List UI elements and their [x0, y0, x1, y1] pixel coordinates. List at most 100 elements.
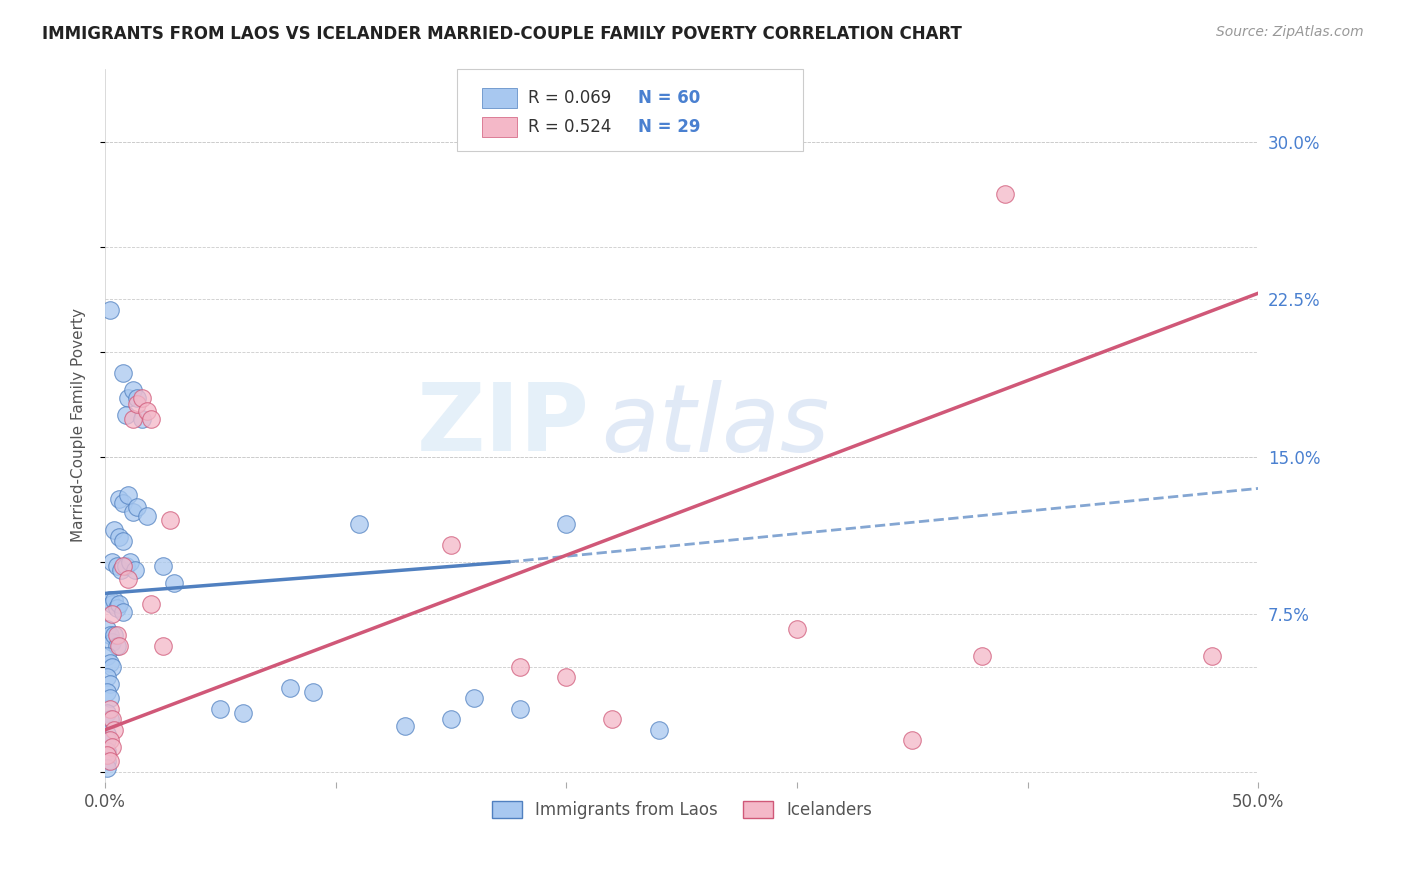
Point	[301, 685, 323, 699]
Point	[105, 639, 128, 653]
Point	[101, 660, 124, 674]
Text: N = 60: N = 60	[638, 89, 700, 107]
Point	[209, 702, 232, 716]
Point	[131, 412, 153, 426]
Point	[101, 634, 124, 648]
Point	[96, 744, 118, 758]
Point	[101, 739, 124, 754]
Point	[278, 681, 301, 695]
Point	[101, 555, 124, 569]
Point	[232, 706, 254, 720]
FancyBboxPatch shape	[482, 88, 517, 108]
Point	[117, 488, 139, 502]
Text: ZIP: ZIP	[416, 379, 589, 472]
Point	[96, 727, 118, 741]
Point	[135, 508, 157, 523]
Point	[994, 187, 1017, 202]
Point	[509, 660, 531, 674]
Point	[152, 639, 174, 653]
Point	[105, 628, 128, 642]
Point	[347, 517, 370, 532]
Point	[786, 622, 808, 636]
Point	[901, 733, 924, 747]
Point	[112, 533, 135, 548]
Text: atlas: atlas	[600, 380, 830, 471]
Point	[127, 391, 149, 405]
Text: N = 29: N = 29	[638, 118, 700, 136]
Point	[121, 383, 143, 397]
Point	[124, 563, 146, 577]
Text: R = 0.069: R = 0.069	[529, 89, 612, 107]
Point	[101, 597, 124, 611]
Point	[103, 723, 125, 737]
Point	[112, 496, 135, 510]
Point	[103, 592, 125, 607]
Point	[509, 702, 531, 716]
Point	[98, 755, 121, 769]
Point	[98, 676, 121, 690]
Point	[1201, 649, 1223, 664]
Point	[555, 670, 578, 684]
Point	[108, 491, 131, 506]
Point	[96, 761, 118, 775]
Point	[463, 691, 485, 706]
FancyBboxPatch shape	[457, 69, 803, 151]
Point	[103, 524, 125, 538]
Point	[112, 559, 135, 574]
Point	[602, 712, 624, 726]
Y-axis label: Married-Couple Family Poverty: Married-Couple Family Poverty	[72, 309, 86, 542]
Point	[112, 605, 135, 619]
Point	[108, 597, 131, 611]
Point	[96, 747, 118, 762]
Point	[96, 755, 118, 769]
Point	[110, 563, 132, 577]
Point	[103, 628, 125, 642]
Text: IMMIGRANTS FROM LAOS VS ICELANDER MARRIED-COUPLE FAMILY POVERTY CORRELATION CHAR: IMMIGRANTS FROM LAOS VS ICELANDER MARRIE…	[42, 25, 962, 43]
Point	[98, 628, 121, 642]
Point	[98, 302, 121, 317]
Point	[105, 601, 128, 615]
Point	[127, 397, 149, 411]
Point	[970, 649, 993, 664]
Point	[117, 391, 139, 405]
Text: Source: ZipAtlas.com: Source: ZipAtlas.com	[1216, 25, 1364, 39]
Point	[98, 712, 121, 726]
Point	[96, 649, 118, 664]
Point	[105, 559, 128, 574]
Point	[127, 500, 149, 515]
Point	[117, 572, 139, 586]
Point	[555, 517, 578, 532]
Point	[114, 559, 136, 574]
Point	[101, 607, 124, 622]
Point	[98, 656, 121, 670]
Point	[159, 513, 181, 527]
Point	[98, 592, 121, 607]
Legend: Immigrants from Laos, Icelanders: Immigrants from Laos, Icelanders	[485, 794, 879, 825]
Point	[96, 670, 118, 684]
Point	[139, 412, 162, 426]
Point	[440, 712, 463, 726]
Point	[96, 622, 118, 636]
Point	[98, 733, 121, 747]
Point	[394, 719, 416, 733]
Point	[96, 706, 118, 720]
Point	[135, 403, 157, 417]
FancyBboxPatch shape	[482, 117, 517, 136]
Point	[121, 504, 143, 518]
Point	[440, 538, 463, 552]
Point	[108, 639, 131, 653]
Point	[98, 702, 121, 716]
Point	[96, 733, 118, 747]
Point	[131, 391, 153, 405]
Point	[121, 412, 143, 426]
Text: R = 0.524: R = 0.524	[529, 118, 612, 136]
Point	[114, 408, 136, 422]
Point	[139, 597, 162, 611]
Point	[120, 555, 142, 569]
Point	[98, 691, 121, 706]
Point	[163, 575, 186, 590]
Point	[96, 685, 118, 699]
Point	[112, 366, 135, 380]
Point	[108, 530, 131, 544]
Point	[647, 723, 669, 737]
